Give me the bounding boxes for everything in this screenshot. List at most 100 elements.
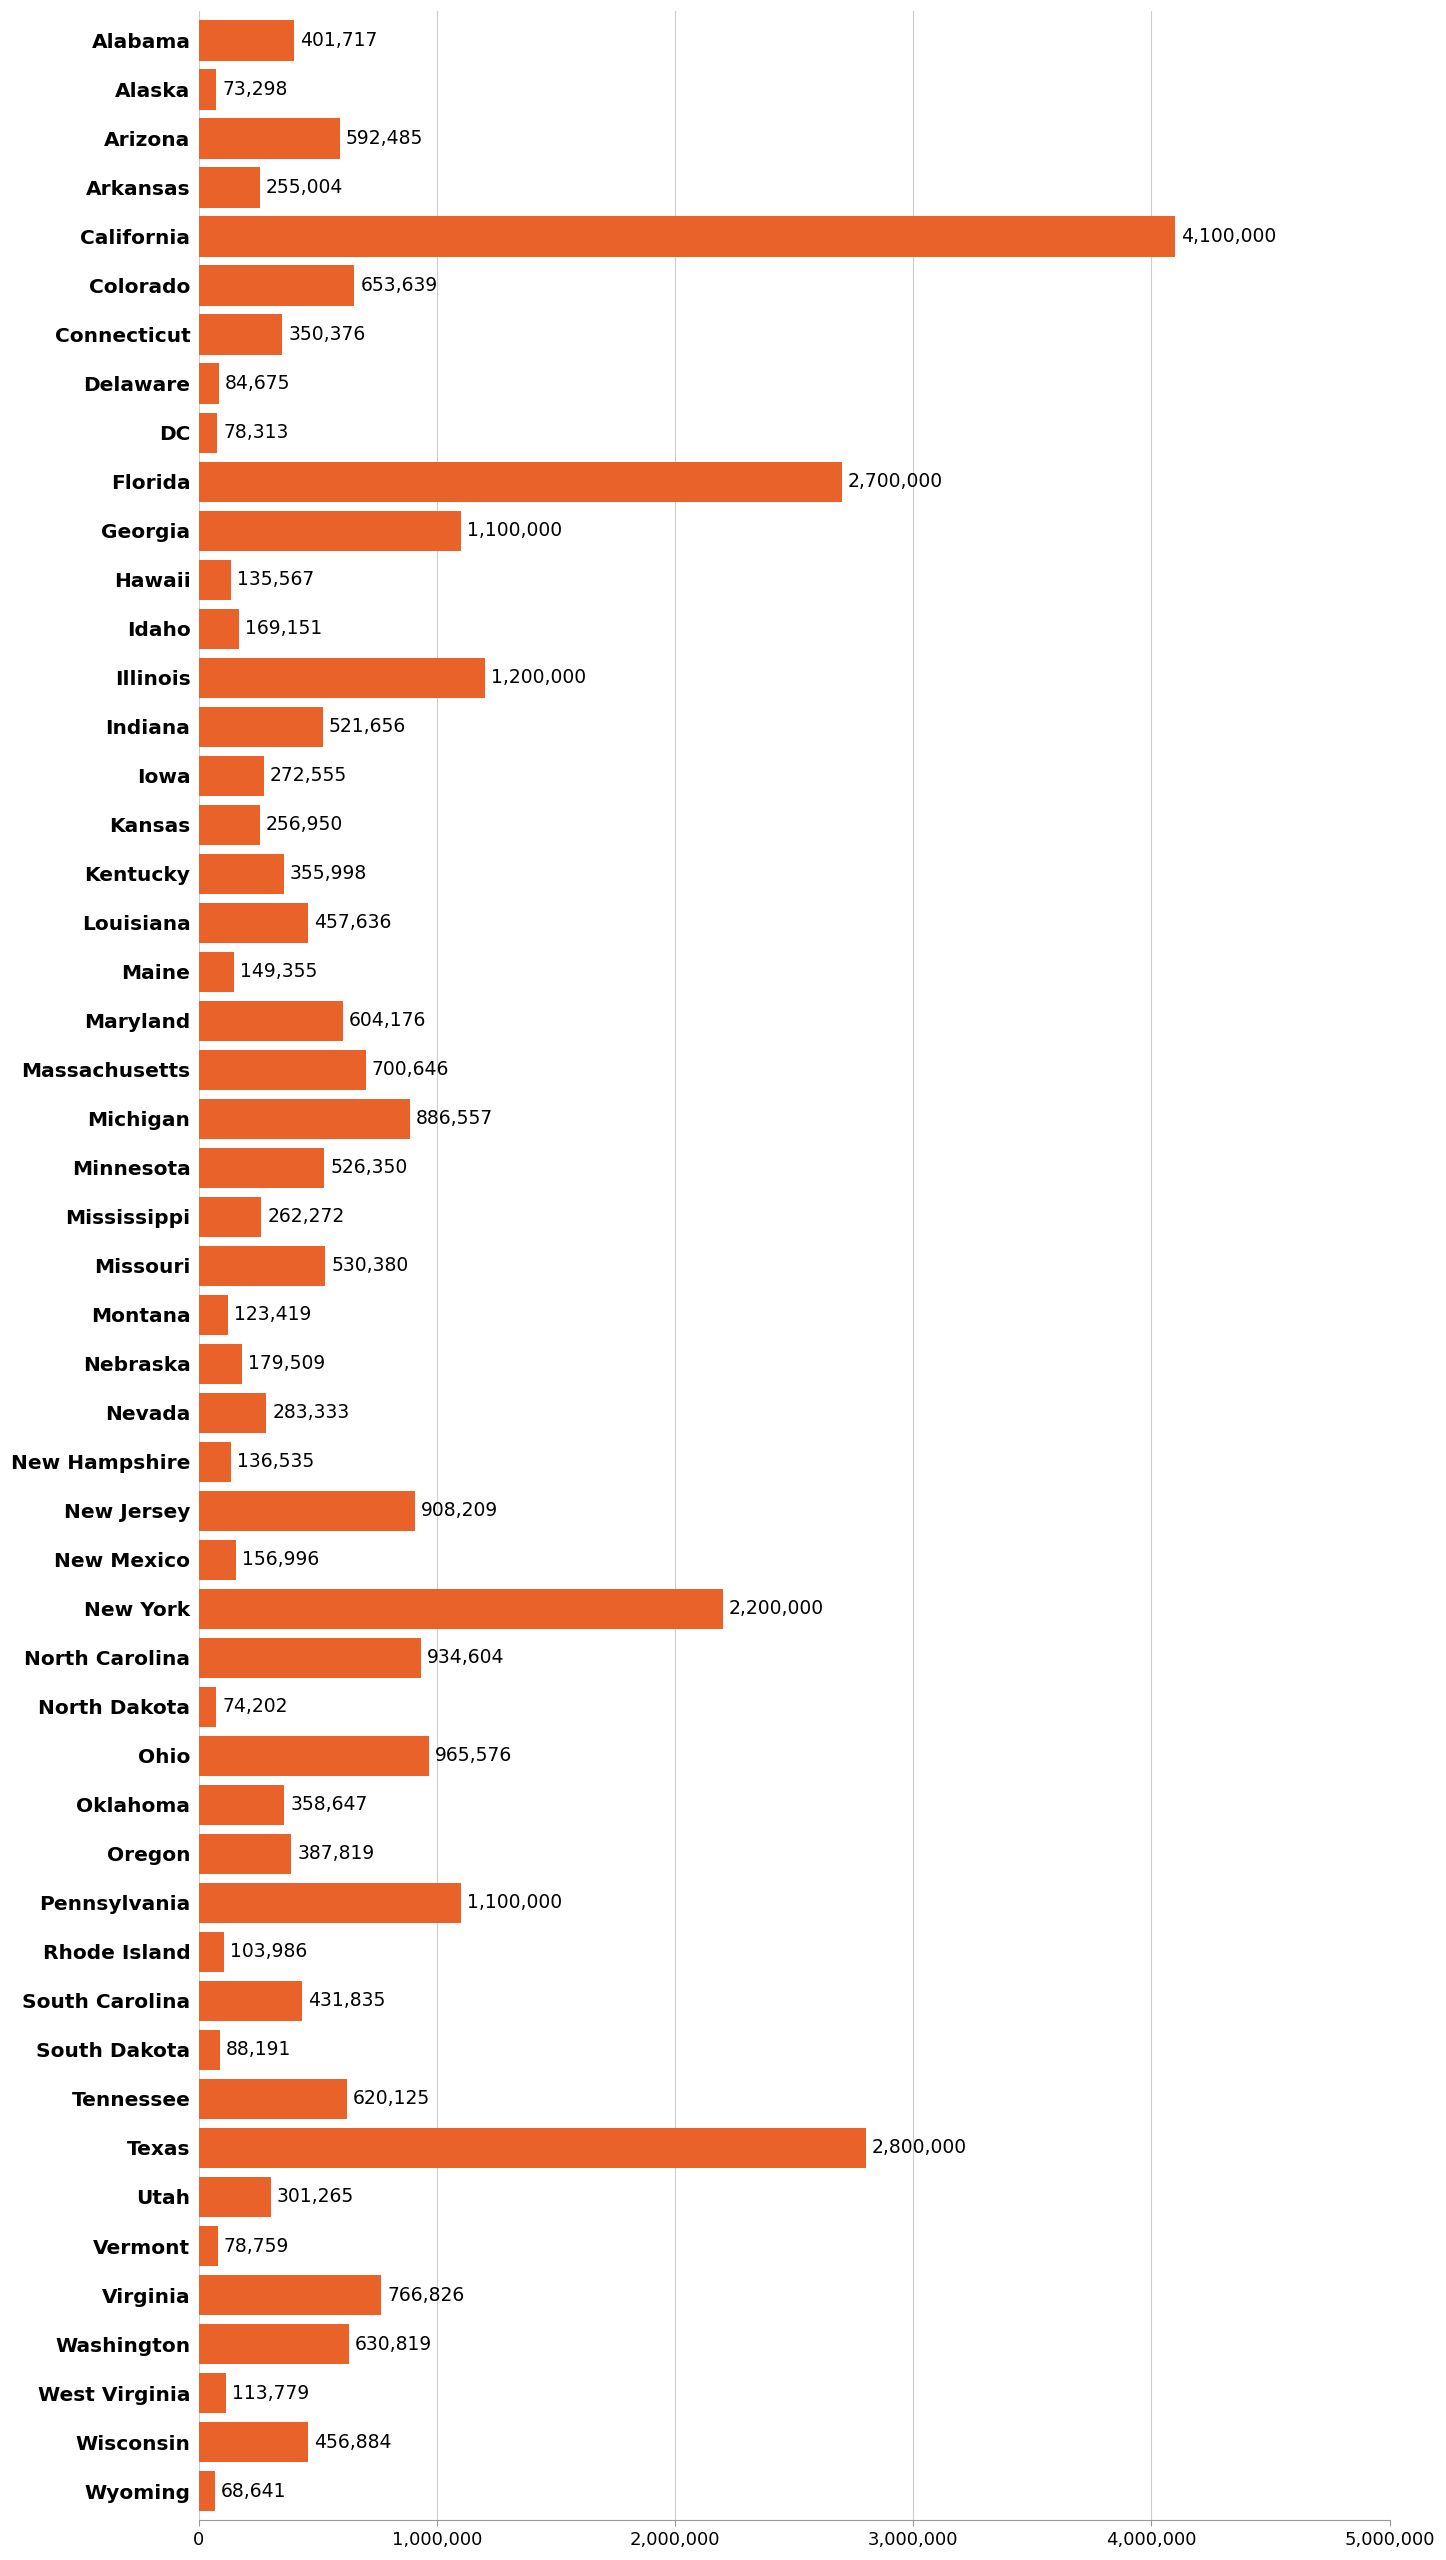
Bar: [198, 461, 842, 502]
Text: 84,675: 84,675: [226, 374, 291, 394]
Text: 78,313: 78,313: [224, 422, 289, 443]
Bar: [198, 218, 1176, 256]
Text: 113,779: 113,779: [231, 2383, 309, 2401]
Text: 78,759: 78,759: [224, 2237, 289, 2255]
Text: 886,557: 886,557: [416, 1108, 493, 1129]
Bar: [198, 904, 308, 942]
Text: 456,884: 456,884: [314, 2432, 390, 2452]
Text: 73,298: 73,298: [223, 79, 288, 100]
Bar: [198, 69, 217, 110]
Text: 272,555: 272,555: [270, 765, 347, 786]
Bar: [198, 20, 295, 61]
Bar: [198, 952, 234, 991]
Bar: [198, 755, 263, 796]
Bar: [198, 1295, 228, 1334]
Text: 700,646: 700,646: [372, 1060, 450, 1080]
Text: 262,272: 262,272: [268, 1208, 344, 1226]
Bar: [198, 166, 259, 207]
Text: 350,376: 350,376: [288, 325, 366, 343]
Bar: [198, 1981, 302, 2020]
Text: 88,191: 88,191: [226, 2040, 291, 2058]
Text: 255,004: 255,004: [266, 179, 343, 197]
Bar: [198, 2176, 270, 2217]
Text: 149,355: 149,355: [240, 963, 318, 980]
Text: 521,656: 521,656: [330, 717, 406, 737]
Bar: [198, 118, 340, 159]
Bar: [198, 1147, 324, 1188]
Text: 301,265: 301,265: [276, 2186, 354, 2207]
Bar: [198, 509, 461, 550]
Bar: [198, 2225, 217, 2266]
Bar: [198, 1001, 343, 1042]
Bar: [198, 2079, 347, 2120]
Text: 169,151: 169,151: [244, 620, 322, 637]
Bar: [198, 315, 282, 356]
Bar: [198, 266, 354, 305]
Text: 965,576: 965,576: [435, 1746, 512, 1766]
Bar: [198, 2030, 220, 2071]
Bar: [198, 2276, 382, 2314]
Text: 103,986: 103,986: [230, 1943, 307, 1961]
Text: 766,826: 766,826: [388, 2286, 464, 2304]
Text: 431,835: 431,835: [308, 1992, 385, 2010]
Bar: [198, 1393, 266, 1434]
Text: 136,535: 136,535: [237, 1452, 315, 1472]
Bar: [198, 2127, 866, 2168]
Text: 179,509: 179,509: [247, 1354, 325, 1372]
Text: 620,125: 620,125: [353, 2089, 429, 2109]
Text: 4,100,000: 4,100,000: [1181, 228, 1277, 246]
Text: 653,639: 653,639: [360, 276, 438, 294]
Text: 123,419: 123,419: [234, 1306, 311, 1324]
Bar: [198, 2422, 308, 2463]
Bar: [198, 1247, 325, 1285]
Text: 908,209: 908,209: [421, 1500, 499, 1521]
Bar: [198, 1784, 285, 1825]
Text: 630,819: 630,819: [356, 2335, 432, 2353]
Bar: [198, 804, 260, 845]
Bar: [198, 1539, 236, 1580]
Text: 1,200,000: 1,200,000: [490, 668, 586, 686]
Text: 934,604: 934,604: [428, 1649, 505, 1667]
Text: 2,700,000: 2,700,000: [847, 471, 943, 492]
Text: 256,950: 256,950: [266, 814, 343, 835]
Bar: [198, 1490, 415, 1531]
Text: 358,647: 358,647: [291, 1795, 367, 1815]
Text: 604,176: 604,176: [348, 1011, 427, 1029]
Text: 68,641: 68,641: [221, 2481, 286, 2501]
Bar: [198, 412, 217, 453]
Text: 387,819: 387,819: [296, 1843, 375, 1864]
Text: 355,998: 355,998: [289, 865, 367, 883]
Bar: [198, 1050, 366, 1091]
Bar: [198, 2373, 226, 2414]
Bar: [198, 707, 322, 748]
Bar: [198, 364, 218, 404]
Text: 135,567: 135,567: [237, 571, 314, 589]
Bar: [198, 852, 283, 893]
Bar: [198, 1736, 429, 1777]
Text: 530,380: 530,380: [331, 1257, 408, 1275]
Text: 592,485: 592,485: [346, 128, 424, 148]
Bar: [198, 609, 239, 648]
Text: 2,800,000: 2,800,000: [872, 2138, 967, 2158]
Text: 401,717: 401,717: [301, 31, 377, 51]
Bar: [198, 1933, 224, 1971]
Text: 283,333: 283,333: [272, 1403, 350, 1423]
Text: 1,100,000: 1,100,000: [467, 1894, 562, 1912]
Bar: [198, 1590, 723, 1628]
Bar: [198, 1833, 291, 1874]
Bar: [198, 1344, 241, 1385]
Bar: [198, 1098, 411, 1139]
Bar: [198, 2470, 215, 2511]
Bar: [198, 1441, 231, 1482]
Bar: [198, 658, 484, 699]
Text: 74,202: 74,202: [223, 1697, 288, 1715]
Bar: [198, 1638, 421, 1677]
Bar: [198, 1882, 461, 1923]
Text: 1,100,000: 1,100,000: [467, 522, 562, 540]
Text: 457,636: 457,636: [314, 914, 390, 932]
Text: 526,350: 526,350: [330, 1157, 408, 1178]
Text: 2,200,000: 2,200,000: [729, 1600, 824, 1618]
Bar: [198, 561, 231, 599]
Bar: [198, 2324, 348, 2363]
Bar: [198, 1196, 262, 1236]
